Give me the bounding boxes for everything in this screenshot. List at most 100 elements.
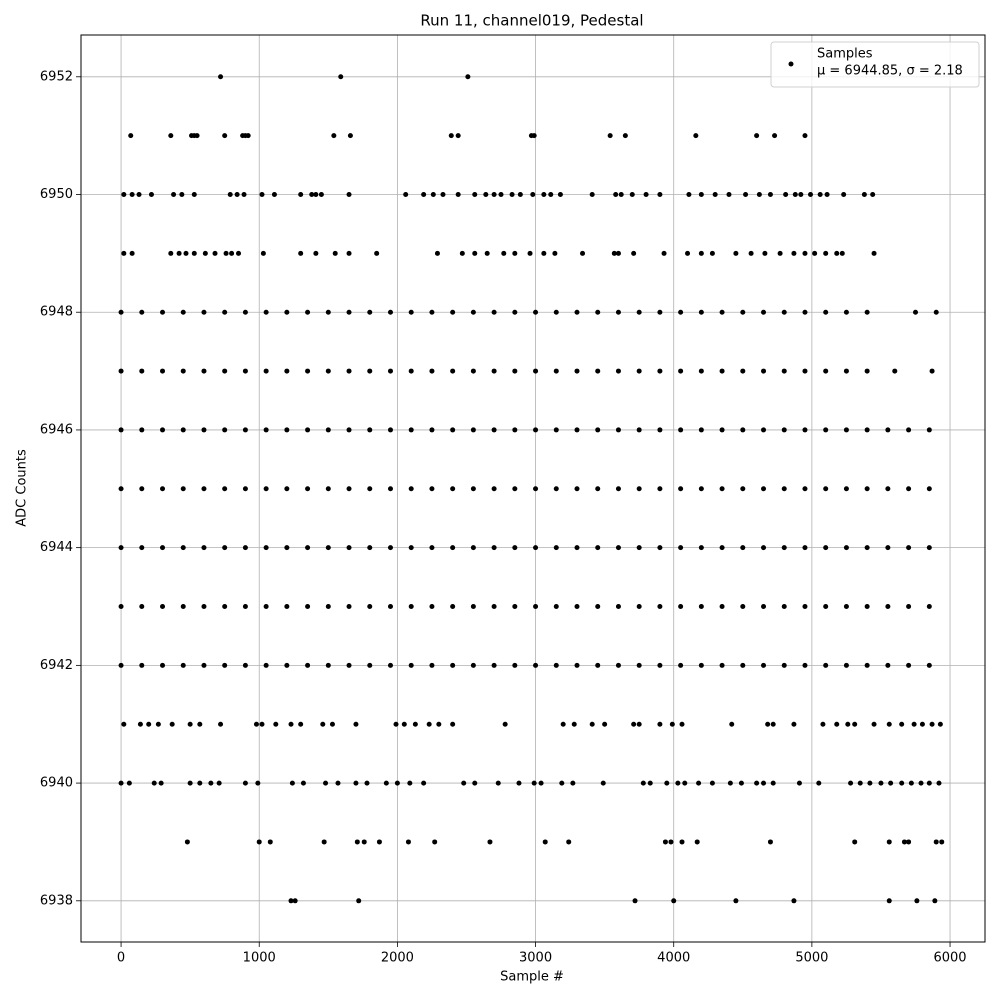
data-point xyxy=(470,368,476,374)
data-point xyxy=(843,427,849,433)
data-point xyxy=(657,545,663,551)
data-point xyxy=(808,192,814,198)
data-point xyxy=(886,898,892,904)
data-point xyxy=(781,427,787,433)
x-tick-label: 2000 xyxy=(381,951,414,966)
data-point xyxy=(180,604,186,610)
data-point xyxy=(686,192,692,198)
data-point xyxy=(843,662,849,668)
data-point xyxy=(864,427,870,433)
data-point xyxy=(552,250,558,256)
data-point xyxy=(802,604,808,610)
data-point xyxy=(843,545,849,551)
data-point xyxy=(770,721,776,727)
data-point xyxy=(636,309,642,315)
data-point xyxy=(698,604,704,610)
data-point xyxy=(346,250,352,256)
data-point xyxy=(531,133,537,139)
data-point xyxy=(197,780,203,786)
data-point xyxy=(632,898,638,904)
data-point xyxy=(129,192,135,198)
data-point xyxy=(574,427,580,433)
data-point xyxy=(284,368,290,374)
data-point xyxy=(740,486,746,492)
data-point xyxy=(636,662,642,668)
data-point xyxy=(939,839,945,845)
data-point xyxy=(698,427,704,433)
data-point xyxy=(756,192,762,198)
data-point xyxy=(802,545,808,551)
data-point xyxy=(781,486,787,492)
data-point xyxy=(820,721,826,727)
data-point xyxy=(636,486,642,492)
data-point xyxy=(761,486,767,492)
data-point xyxy=(843,368,849,374)
data-point xyxy=(160,368,166,374)
data-point xyxy=(455,133,461,139)
data-point xyxy=(222,368,228,374)
data-point xyxy=(678,427,684,433)
data-point xyxy=(936,780,942,786)
data-point xyxy=(139,309,145,315)
x-tick-label: 0 xyxy=(117,951,125,966)
data-point xyxy=(155,721,161,727)
data-point xyxy=(559,780,565,786)
data-point xyxy=(781,662,787,668)
data-point xyxy=(512,486,518,492)
data-point xyxy=(387,604,393,610)
data-point xyxy=(834,721,840,727)
data-point xyxy=(197,721,203,727)
data-point xyxy=(657,309,663,315)
data-point xyxy=(325,662,331,668)
data-point xyxy=(802,662,808,668)
data-point xyxy=(501,250,507,256)
data-point xyxy=(361,839,367,845)
data-point xyxy=(781,545,787,551)
data-point xyxy=(885,662,891,668)
data-point xyxy=(118,662,124,668)
data-point xyxy=(470,309,476,315)
data-point xyxy=(574,545,580,551)
data-point xyxy=(765,721,771,727)
data-point xyxy=(408,662,414,668)
data-point xyxy=(179,192,185,198)
data-point xyxy=(719,368,725,374)
data-point xyxy=(383,780,389,786)
data-point xyxy=(864,545,870,551)
data-point xyxy=(320,721,326,727)
data-point xyxy=(926,486,932,492)
data-point xyxy=(615,309,621,315)
data-point xyxy=(450,662,456,668)
data-point xyxy=(450,486,456,492)
data-point xyxy=(712,192,718,198)
data-point xyxy=(631,250,637,256)
data-point xyxy=(491,427,497,433)
data-point xyxy=(387,427,393,433)
data-point xyxy=(926,662,932,668)
data-point xyxy=(647,780,653,786)
data-point xyxy=(906,662,912,668)
data-point xyxy=(570,780,576,786)
data-point xyxy=(698,368,704,374)
data-point xyxy=(284,309,290,315)
data-point xyxy=(346,662,352,668)
data-point xyxy=(305,545,311,551)
data-point xyxy=(932,898,938,904)
data-point xyxy=(657,368,663,374)
data-point xyxy=(698,250,704,256)
data-point xyxy=(719,662,725,668)
data-point xyxy=(740,368,746,374)
data-point xyxy=(118,486,124,492)
data-point xyxy=(733,898,739,904)
data-point xyxy=(802,309,808,315)
data-point xyxy=(491,662,497,668)
data-point xyxy=(911,721,917,727)
data-point xyxy=(657,662,663,668)
data-point xyxy=(236,250,242,256)
data-point xyxy=(754,780,760,786)
data-point xyxy=(885,486,891,492)
data-point xyxy=(839,250,845,256)
data-point xyxy=(802,250,808,256)
data-point xyxy=(346,604,352,610)
data-point xyxy=(298,250,304,256)
